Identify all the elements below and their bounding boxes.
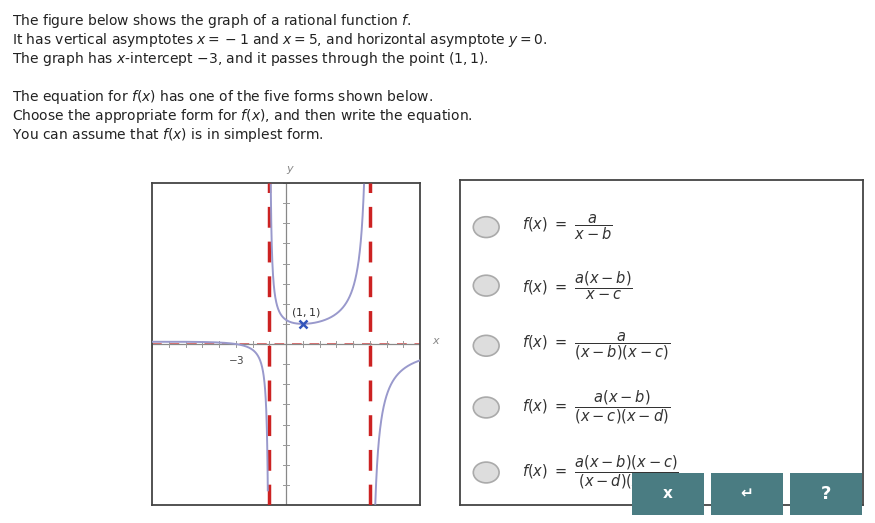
Text: The figure below shows the graph of a rational function $f$.: The figure below shows the graph of a ra… bbox=[12, 12, 411, 30]
Text: $y$: $y$ bbox=[286, 164, 295, 176]
Text: ↵: ↵ bbox=[740, 486, 753, 502]
Text: You can assume that $f(x)$ is in simplest form.: You can assume that $f(x)$ is in simples… bbox=[12, 126, 324, 144]
Text: x: x bbox=[663, 486, 673, 502]
Text: $(1, 1)$: $(1, 1)$ bbox=[291, 306, 320, 319]
Circle shape bbox=[473, 397, 499, 418]
Circle shape bbox=[473, 335, 499, 356]
Circle shape bbox=[473, 275, 499, 296]
Text: Choose the appropriate form for $f(x)$, and then write the equation.: Choose the appropriate form for $f(x)$, … bbox=[12, 107, 472, 125]
Text: $x$: $x$ bbox=[431, 336, 441, 346]
Text: $f(x) \ = \ \dfrac{a}{x - b}$: $f(x) \ = \ \dfrac{a}{x - b}$ bbox=[522, 212, 613, 242]
Circle shape bbox=[473, 462, 499, 483]
Circle shape bbox=[473, 217, 499, 237]
Text: $f(x) \ = \ \dfrac{a}{(x - b)(x - c)}$: $f(x) \ = \ \dfrac{a}{(x - b)(x - c)}$ bbox=[522, 330, 670, 361]
Text: The graph has $x$-intercept $-3$, and it passes through the point $(1, 1)$.: The graph has $x$-intercept $-3$, and it… bbox=[12, 50, 488, 68]
Text: ?: ? bbox=[821, 485, 831, 503]
Text: $f(x) \ = \ \dfrac{a(x - b)}{(x - c)(x - d)}$: $f(x) \ = \ \dfrac{a(x - b)}{(x - c)(x -… bbox=[522, 389, 670, 426]
Text: It has vertical asymptotes $x = -1$ and $x = 5$, and horizontal asymptote $y = 0: It has vertical asymptotes $x = -1$ and … bbox=[12, 31, 548, 49]
Text: $f(x) \ = \ \dfrac{a(x - b)(x - c)}{(x - d)(x - e)}$: $f(x) \ = \ \dfrac{a(x - b)(x - c)}{(x -… bbox=[522, 454, 680, 491]
Text: The equation for $f(x)$ has one of the five forms shown below.: The equation for $f(x)$ has one of the f… bbox=[12, 88, 433, 106]
Text: $f(x) \ = \ \dfrac{a(x - b)}{x - c}$: $f(x) \ = \ \dfrac{a(x - b)}{x - c}$ bbox=[522, 269, 634, 302]
Text: $-3$: $-3$ bbox=[228, 354, 244, 366]
